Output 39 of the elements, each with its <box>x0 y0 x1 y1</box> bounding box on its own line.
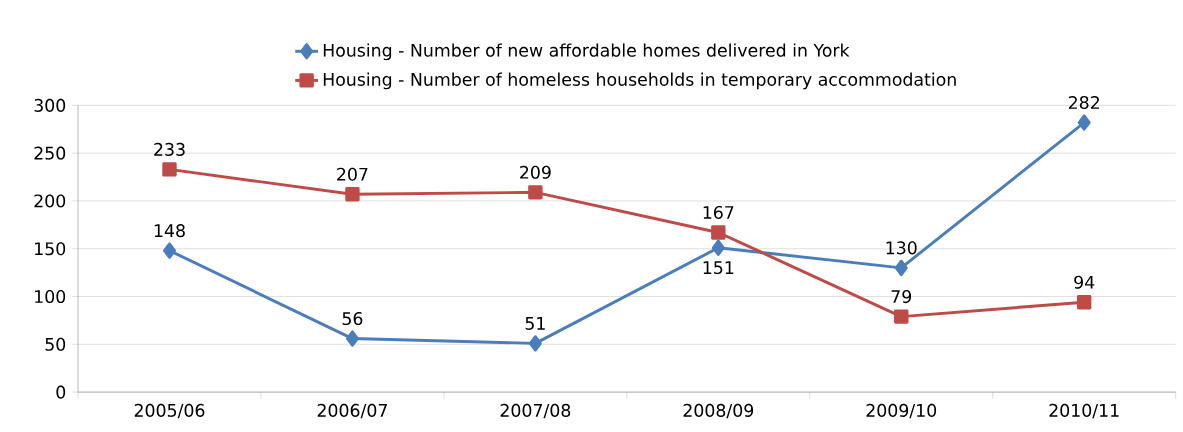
data-label: 233 <box>154 142 185 156</box>
legend-label: Housing - Number of homeless households in temporary accommodation <box>323 72 956 90</box>
data-label: 130 <box>886 241 917 255</box>
x-tick-label: 2010/11 <box>1049 403 1119 419</box>
point <box>528 335 542 352</box>
point <box>528 185 543 200</box>
y-tick-label: 100 <box>35 289 66 304</box>
y-tick-label: 200 <box>34 194 66 208</box>
data-label: 209 <box>520 165 551 179</box>
point <box>1076 295 1092 310</box>
data-label: 79 <box>891 289 912 304</box>
y-tick-label: 300 <box>34 98 66 112</box>
point <box>711 239 725 256</box>
data-label: 282 <box>1068 95 1099 110</box>
x-tick-label: 2005/06 <box>134 403 205 419</box>
data-label: 94 <box>1074 275 1095 289</box>
point <box>162 162 177 177</box>
data-label: 51 <box>525 316 545 330</box>
legend-label: Housing - Number of new affordable homes delivered in York <box>323 43 850 61</box>
point <box>163 242 176 259</box>
data-label: 207 <box>337 167 368 181</box>
point <box>711 225 726 240</box>
data-label: 167 <box>703 205 734 219</box>
y-tick-label: 50 <box>45 337 66 351</box>
x-tick-label: 2007/08 <box>500 403 571 419</box>
y-tick-label: 250 <box>34 146 66 160</box>
data-label: 56 <box>342 311 363 326</box>
point <box>894 259 908 276</box>
point <box>894 309 909 324</box>
point <box>345 330 359 347</box>
x-tick-label: 2009/10 <box>866 403 937 419</box>
point <box>345 187 360 202</box>
x-tick-label: 2006/07 <box>317 403 387 419</box>
data-label: 148 <box>154 224 185 238</box>
data-label: 151 <box>703 261 734 275</box>
y-tick-label: 0 <box>56 385 66 399</box>
y-tick-label: 150 <box>35 242 66 256</box>
x-tick-label: 2008/09 <box>683 403 754 419</box>
point <box>1077 114 1091 131</box>
